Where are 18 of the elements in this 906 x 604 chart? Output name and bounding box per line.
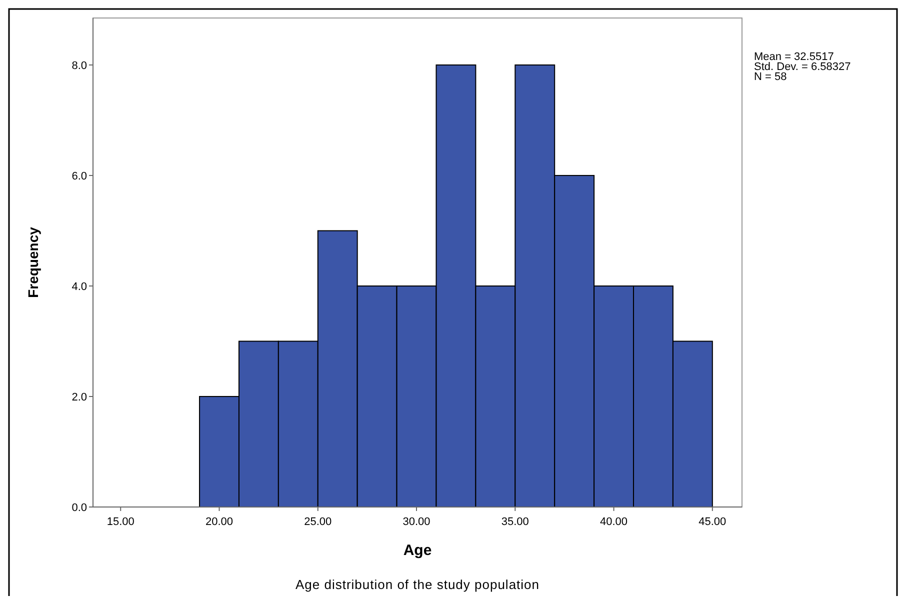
- x-tick-label: 30.00: [402, 516, 430, 528]
- x-axis-title: Age: [403, 542, 432, 559]
- y-tick-label: 8.0: [72, 60, 87, 72]
- x-tick-label: 15.00: [106, 516, 134, 528]
- text: Mean = 32.5517: [754, 51, 834, 63]
- x-tick-label: 35.00: [501, 516, 529, 528]
- y-axis-title: Frequency: [25, 226, 41, 298]
- y-tick-label: 6.0: [72, 170, 87, 182]
- text: Std. Dev. = 6.58327: [754, 61, 851, 73]
- x-tick-label: 40.00: [600, 516, 628, 528]
- y-tick-label: 4.0: [72, 280, 87, 293]
- text: Age distribution of the study population: [295, 577, 540, 592]
- y-tick-label: 2.0: [72, 391, 87, 404]
- x-tick-label: 20.00: [205, 516, 234, 528]
- x-tick-label: 45.00: [698, 516, 726, 528]
- text: N = 58: [754, 71, 787, 83]
- y-tick-label: 0.0: [72, 502, 87, 514]
- x-tick-label: 25.00: [304, 516, 332, 528]
